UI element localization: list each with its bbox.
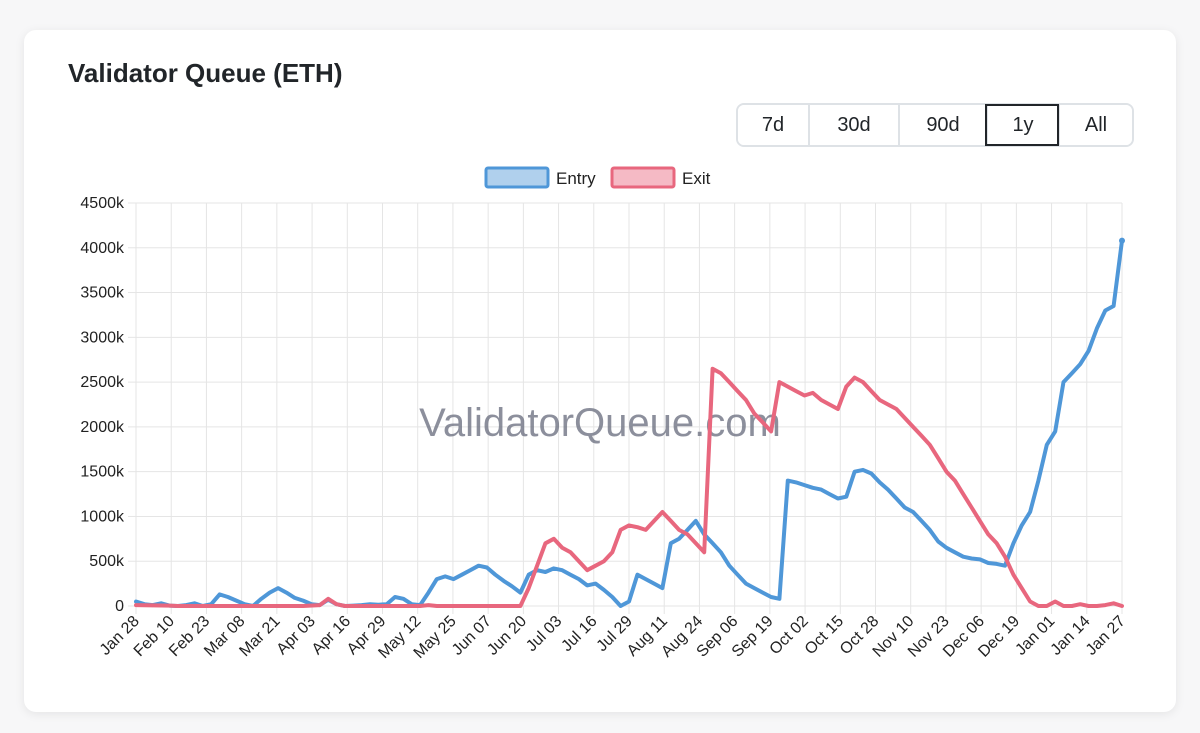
y-tick-label: 0 [115, 598, 124, 615]
legend-exit[interactable]: Exit [610, 166, 711, 189]
x-tick-label: Apr 03 [274, 613, 319, 658]
card-title: Validator Queue (ETH) [68, 58, 343, 88]
legend-exit-swatch [610, 166, 676, 189]
y-tick-label: 3500k [80, 285, 125, 302]
legend-entry[interactable]: Entry [484, 166, 596, 189]
range-7d-button[interactable]: 7d [738, 105, 808, 145]
y-tick-label: 2000k [80, 419, 125, 436]
x-tick-label: Oct 02 [767, 613, 812, 658]
y-tick-label: 2500k [80, 374, 125, 391]
legend-entry-swatch [484, 166, 550, 189]
legend-entry-label: Entry [556, 169, 596, 188]
legend-exit-label: Exit [682, 169, 711, 188]
range-90d-button[interactable]: 90d [898, 105, 986, 145]
x-tick-label: Jan 27 [1083, 613, 1129, 659]
chart-grid [128, 202, 1123, 614]
y-tick-label: 1500k [80, 464, 125, 481]
x-tick-label: Oct 15 [802, 613, 847, 658]
chart-series [134, 237, 1125, 608]
x-tick-label: Apr 16 [309, 613, 354, 658]
y-tick-label: 4000k [80, 240, 125, 257]
range-1y-button[interactable]: 1y [985, 104, 1059, 146]
watermark-text: ValidatorQueue.com [419, 401, 781, 445]
series-endpoint [1119, 237, 1125, 244]
x-tick-label: Jul 03 [523, 613, 565, 655]
series-line-entry [134, 238, 1124, 608]
x-tick-label: Mar 21 [236, 613, 283, 660]
y-tick-label: 3000k [80, 329, 125, 346]
series-line-exit [134, 366, 1124, 608]
y-tick-label: 4500k [80, 195, 125, 212]
y-tick-label: 500k [89, 553, 125, 570]
range-30d-button[interactable]: 30d [808, 105, 898, 145]
range-all-button[interactable]: All [1058, 105, 1132, 145]
chart-legend: Entry Exit [484, 166, 711, 189]
x-tick-label: Jul 16 [558, 613, 600, 655]
x-tick-label: Jun 20 [484, 613, 530, 659]
y-tick-label: 1000k [80, 508, 125, 525]
time-range-selector: 7d 30d 90d 1y All [736, 103, 1134, 147]
y-axis-ticks: 0 500k 1000k 1500k 2000k 2500k 3000k 3500k 4000k… [80, 195, 125, 615]
